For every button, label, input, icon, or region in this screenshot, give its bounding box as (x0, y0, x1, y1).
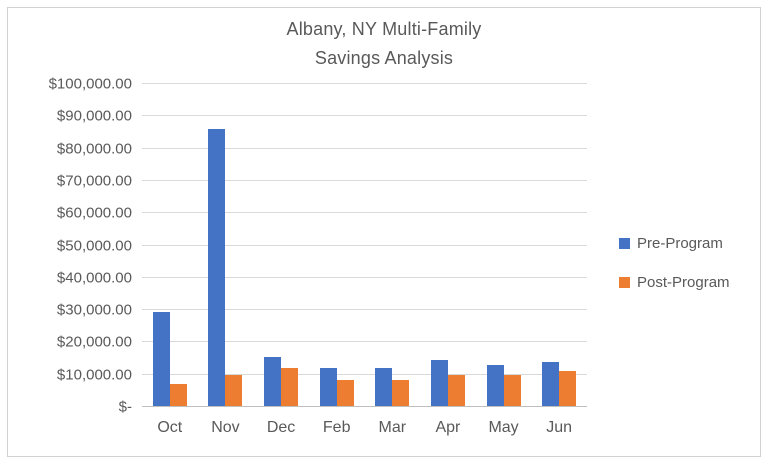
bar-pre-program-nov (208, 129, 226, 407)
gridline-80000 (142, 147, 587, 149)
gridline-10000 (142, 373, 587, 375)
y-tick-label: $90,000.00 (56, 107, 132, 125)
legend-item-post-program: Post-Program (619, 274, 730, 291)
legend-label: Pre-Program (637, 235, 723, 252)
bar-pre-program-apr (430, 360, 448, 407)
y-tick-label: $10,000.00 (56, 366, 132, 384)
x-tick-label-nov: Nov (211, 419, 240, 436)
bar-pre-program-mar (375, 368, 393, 407)
y-tick-label: $50,000.00 (56, 237, 132, 254)
bar-group-nov (198, 84, 254, 407)
bar-pre-program-may (486, 365, 504, 407)
y-tick-label: $30,000.00 (56, 301, 132, 319)
bar-pre-program-dec (264, 356, 282, 407)
legend: Pre-Program Post-Program (619, 235, 730, 313)
y-tick-label: $80,000.00 (56, 140, 132, 158)
x-tick-label-jun: Jun (546, 419, 573, 436)
x-tick-label-feb: Feb (322, 419, 351, 436)
bar-post-program-apr (447, 374, 465, 407)
y-tick-label: $40,000.00 (56, 269, 132, 287)
chart-title-line-1: Albany, NY Multi-Family (286, 19, 482, 39)
bar-pre-program-feb (319, 368, 337, 407)
bar-post-program-mar (392, 379, 410, 407)
bar-post-program-jun (559, 371, 577, 407)
x-axis-labels: Oct Nov Dec Feb Mar Apr May Jun (142, 419, 587, 437)
gridline-90000 (142, 115, 587, 117)
gridline-30000 (142, 309, 587, 311)
x-tick-label-apr: Apr (435, 419, 461, 436)
gridline-40000 (142, 276, 587, 278)
bar-group-mar (365, 84, 421, 407)
bar-post-program-oct (169, 384, 187, 407)
bar-group-feb (309, 84, 365, 407)
bar-post-program-dec (281, 368, 299, 407)
bar-group-jun (531, 84, 587, 407)
bar-post-program-nov (225, 374, 243, 407)
plot-area (142, 83, 587, 407)
chart-title: Albany, NY Multi-Family Savings Analysis (0, 15, 768, 73)
bar-pre-program-oct (152, 311, 170, 407)
gridline-20000 (142, 341, 587, 343)
y-tick-label: $60,000.00 (56, 204, 132, 222)
legend-item-pre-program: Pre-Program (619, 235, 730, 252)
bar-group-apr (420, 84, 476, 407)
gridline-100000 (142, 83, 587, 84)
x-tick-label-may: May (488, 419, 519, 436)
y-tick-label: $20,000.00 (56, 333, 132, 351)
gridline-50000 (142, 244, 587, 246)
chart-title-line-2: Savings Analysis (314, 48, 454, 68)
x-axis-line (142, 406, 587, 407)
x-tick-label-mar: Mar (378, 419, 407, 436)
x-tick-label-oct: Oct (157, 419, 183, 436)
y-tick-label: $70,000.00 (56, 172, 132, 190)
bar-pre-program-jun (542, 361, 560, 407)
gridline-70000 (142, 179, 587, 181)
bar-group-oct (142, 84, 198, 407)
bar-post-program-may (503, 374, 521, 407)
bar-group-may (476, 84, 532, 407)
bar-post-program-feb (336, 379, 354, 407)
legend-swatch-icon (619, 277, 630, 288)
y-tick-label: $100,000.00 (48, 75, 132, 93)
y-tick-label: $- (118, 398, 132, 416)
x-tick-label-dec: Dec (266, 419, 296, 436)
bar-groups (142, 84, 587, 407)
y-axis-labels: $- $10,000.00 $20,000.00 $30,000.00 $40,000.… (0, 76, 132, 416)
bar-group-dec (253, 84, 309, 407)
legend-label: Post-Program (637, 274, 730, 291)
gridline-60000 (142, 212, 587, 214)
legend-swatch-icon (619, 238, 630, 249)
